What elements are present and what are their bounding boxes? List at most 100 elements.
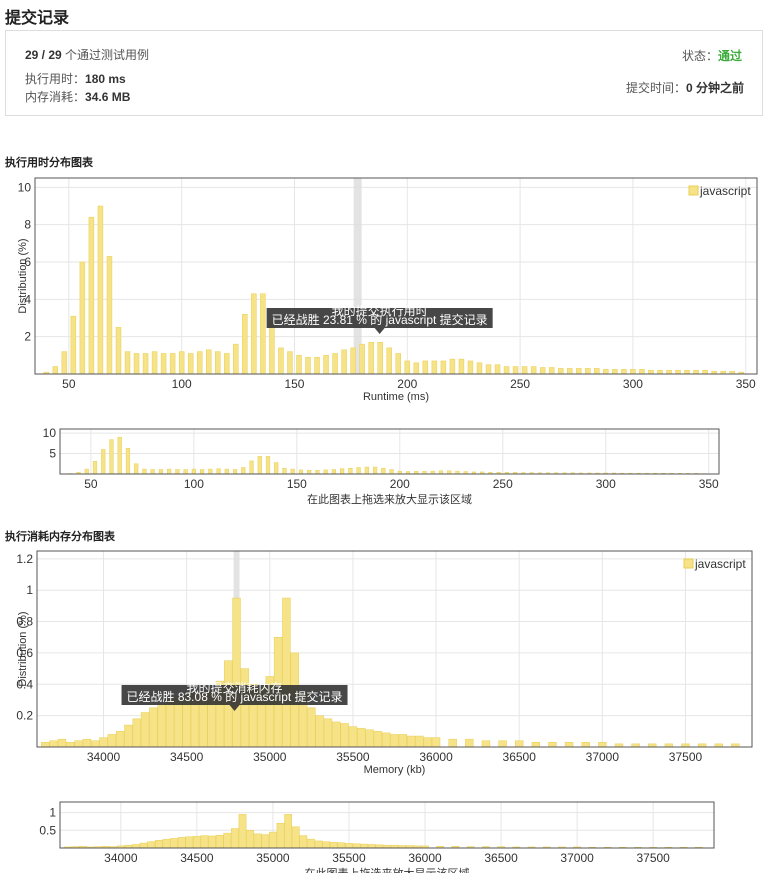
distribution-bar	[630, 369, 636, 375]
distribution-bar	[314, 356, 320, 375]
distribution-bar	[377, 342, 383, 375]
distribution-bar	[315, 470, 320, 475]
distribution-bar	[115, 327, 122, 375]
runtime-value: 180 ms	[85, 72, 126, 86]
memory-navigator-chart[interactable]: 34000 34500 35000 35500 36000 36500 37000 37500…	[0, 795, 774, 873]
x-tick-label: 150	[284, 377, 304, 391]
distribution-bar	[41, 742, 50, 748]
distribution-bar	[386, 347, 392, 375]
distribution-bar	[140, 712, 150, 748]
x-tick-label: 100	[184, 477, 204, 491]
y-axis-label: Distribution (%)	[17, 611, 29, 686]
distribution-bar	[389, 469, 394, 475]
memory-distribution-chart[interactable]: 34000 34500 35000 35500 36000 36500 37000 37500…	[0, 545, 774, 785]
distribution-bar	[142, 468, 147, 475]
distribution-bar	[139, 842, 148, 849]
x-tick-label: 350	[699, 477, 719, 491]
distribution-bar	[191, 468, 196, 475]
distribution-bar	[581, 742, 590, 748]
distribution-bar	[356, 467, 361, 475]
distribution-bar	[251, 293, 257, 375]
x-tick-label: 100	[172, 377, 192, 391]
runtime-row: 执行用时：180 ms	[25, 70, 126, 87]
plot-area	[35, 178, 757, 374]
distribution-bar	[170, 838, 178, 849]
distribution-bar	[261, 834, 270, 849]
distribution-bar	[233, 343, 239, 375]
x-tick-label: 50	[84, 477, 98, 491]
distribution-bar	[269, 321, 275, 375]
distribution-bar	[364, 466, 369, 475]
distribution-bar	[422, 360, 429, 375]
distribution-bar	[331, 469, 337, 475]
distribution-bar	[260, 293, 266, 375]
distribution-bar	[79, 261, 86, 375]
legend-swatch	[683, 558, 694, 569]
distribution-bar	[675, 370, 681, 375]
distribution-bar	[576, 368, 582, 375]
distribution-bar	[329, 842, 338, 849]
tooltip-text: 已经战胜 83.08 % 的 javascript 提交记录	[127, 689, 343, 704]
x-tick-label: 50	[62, 377, 76, 391]
tooltip-title: 我的提交执行用时	[332, 303, 428, 318]
distribution-bar	[423, 737, 432, 748]
distribution-bar	[693, 370, 699, 375]
distribution-bar	[299, 835, 308, 849]
distribution-bar	[106, 256, 113, 375]
distribution-bar	[485, 364, 492, 375]
distribution-bar	[158, 469, 164, 475]
distribution-bar	[115, 731, 125, 748]
distribution-bar	[178, 351, 185, 375]
distribution-bar	[657, 370, 663, 375]
y-tick-label: 10	[43, 426, 57, 440]
distribution-bar	[348, 726, 358, 748]
plot-frame	[59, 801, 715, 849]
x-tick-label: 34500	[170, 750, 204, 764]
status-label: 状态：	[681, 49, 718, 63]
distribution-bar	[465, 738, 474, 748]
distribution-bar	[200, 835, 209, 849]
distribution-bar	[548, 367, 555, 375]
y-tick-label: 1	[49, 806, 56, 820]
distribution-bar	[49, 740, 58, 748]
memory-row: 内存消耗：34.6 MB	[25, 88, 130, 105]
distribution-bar	[395, 353, 401, 375]
x-tick-label: 300	[623, 377, 643, 391]
y-tick-label: 0.5	[39, 823, 56, 837]
distribution-bar	[315, 715, 324, 748]
y-tick-label: 1	[26, 583, 33, 597]
distribution-bar	[232, 597, 241, 748]
legend-swatch	[688, 185, 699, 196]
plot-area	[60, 429, 719, 474]
distribution-bar	[332, 721, 341, 748]
memory-label: 内存消耗：	[25, 90, 86, 104]
distribution-bar	[350, 347, 356, 375]
distribution-bar	[125, 447, 131, 475]
distribution-bar	[530, 366, 537, 375]
distribution-bar	[88, 216, 95, 375]
distribution-bar	[413, 362, 420, 375]
distribution-bar	[107, 734, 117, 748]
distribution-bar	[449, 358, 456, 375]
tooltip-box	[266, 308, 493, 328]
distribution-bar	[381, 732, 391, 748]
my-submission-highlight	[353, 178, 362, 374]
runtime-navigator-chart[interactable]: 50 100 150 200 250 300 350 5 10 在此图表上拖选来放大显示该区域	[0, 420, 774, 506]
status-row: 状态：通过	[682, 47, 742, 64]
distribution-bar	[278, 347, 284, 375]
distribution-bar	[154, 839, 163, 849]
tooltip-text: 已经战胜 23.81 % 的 javascript 提交记录	[272, 312, 488, 327]
distribution-bar	[307, 707, 316, 748]
distribution-bar	[557, 368, 564, 375]
distribution-bar	[175, 469, 180, 475]
distribution-bar	[298, 469, 304, 475]
distribution-bar	[598, 742, 607, 748]
runtime-distribution-chart[interactable]: 50 100 150 200 250 300 350 2 4 6 8 10 Runtime (ms) Di…	[0, 170, 774, 410]
distribution-bar	[99, 737, 108, 748]
distribution-bar	[648, 370, 654, 375]
distribution-bar	[372, 466, 378, 475]
distribution-bar	[249, 460, 254, 475]
x-tick-label: 35500	[332, 851, 366, 865]
distribution-bar	[381, 468, 386, 475]
distribution-bar	[467, 360, 474, 375]
